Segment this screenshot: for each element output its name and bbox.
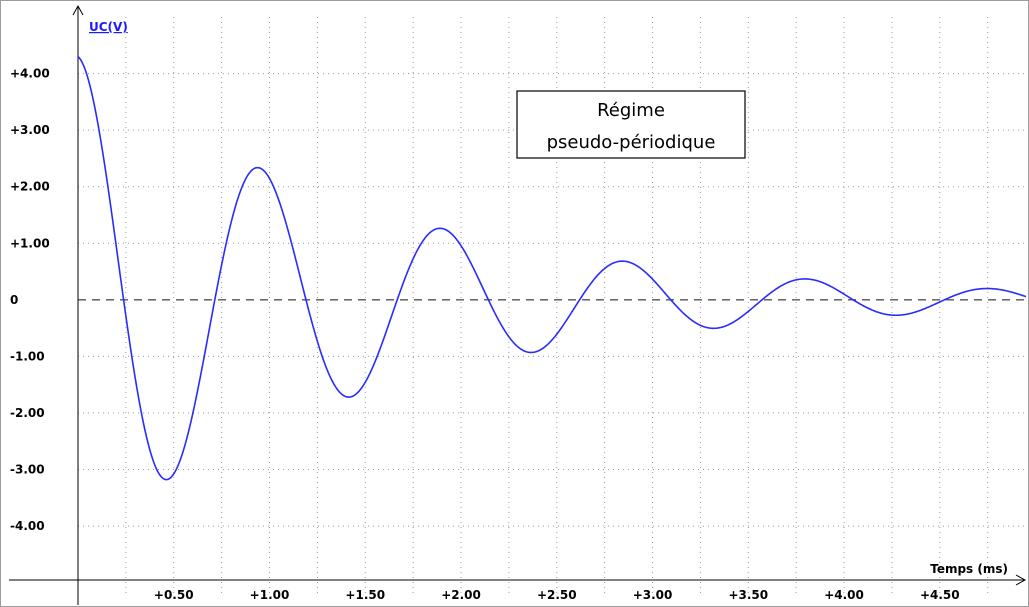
x-tick-label: +3.00 bbox=[633, 588, 673, 602]
y-tick-label: +2.00 bbox=[10, 180, 50, 194]
series-line bbox=[77, 56, 1027, 481]
x-tick-label: +2.00 bbox=[441, 588, 481, 602]
x-tick-label: +2.50 bbox=[537, 588, 577, 602]
x-tick-label: +1.00 bbox=[250, 588, 290, 602]
annotation-line-1: Régime bbox=[597, 100, 665, 121]
x-tick-label: +4.00 bbox=[824, 588, 864, 602]
y-tick-label: +4.00 bbox=[10, 67, 50, 81]
y-tick-label: -1.00 bbox=[10, 349, 45, 363]
y-tick-label: -2.00 bbox=[10, 406, 45, 420]
grid-layer bbox=[78, 17, 1026, 594]
x-tick-label: +3.50 bbox=[728, 588, 768, 602]
annotation-frame bbox=[516, 90, 746, 159]
y-axis-arrow bbox=[72, 4, 84, 16]
series-layer bbox=[77, 56, 1027, 481]
annotation-box: Régime pseudo-périodique bbox=[516, 90, 746, 159]
x-tick-label: +4.50 bbox=[920, 588, 960, 602]
label-layer: +4.00 +3.00 +2.00 +1.00 0 -1.00 -2.00 -3.00 -4.0… bbox=[10, 67, 960, 602]
x-axis-title: Temps (ms) bbox=[930, 562, 1008, 576]
y-tick-label: 0 bbox=[10, 293, 18, 307]
y-tick-label: +1.00 bbox=[10, 236, 50, 250]
axis-layer bbox=[9, 4, 1027, 605]
y-axis-title: UC(V) bbox=[89, 20, 128, 34]
y-tick-label: +3.00 bbox=[10, 123, 50, 137]
y-tick-label: -4.00 bbox=[10, 519, 45, 533]
annotation-line-2: pseudo-périodique bbox=[547, 132, 716, 153]
x-axis-arrow bbox=[1015, 574, 1027, 586]
x-tick-label: +0.50 bbox=[154, 588, 194, 602]
y-tick-label: -3.00 bbox=[10, 463, 45, 477]
x-tick-label: +1.50 bbox=[345, 588, 385, 602]
